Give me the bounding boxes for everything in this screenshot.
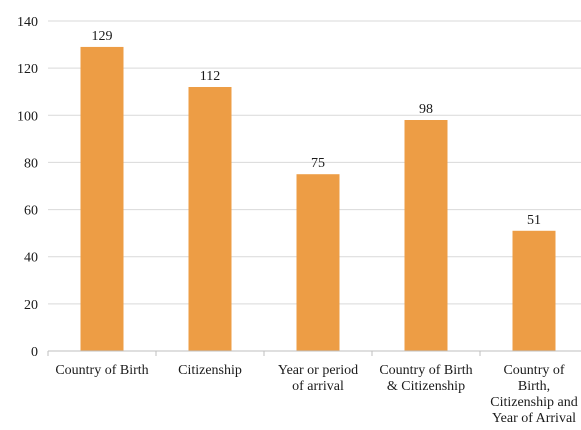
x-category-label-line: Citizenship [178, 363, 242, 378]
bar [188, 87, 232, 351]
y-tick-label: 100 [17, 109, 38, 124]
x-category-label-line: & Citizenship [387, 379, 465, 394]
x-category-label-line: Country of [503, 363, 564, 378]
bars [80, 46, 556, 352]
y-tick-label: 20 [24, 298, 38, 313]
x-category-label: Country of Birth [55, 363, 148, 378]
x-category-label: Citizenship [178, 363, 242, 378]
x-category-label: Country of Birth, Citizenship and Year of A… [490, 363, 578, 426]
x-category-label-line: Country of Birth [379, 363, 472, 378]
data-label: 75 [311, 156, 325, 171]
data-label: 112 [200, 69, 220, 84]
x-category-label-line: Citizenship and [490, 395, 578, 410]
bar [80, 46, 124, 352]
x-category-label-line: Year of Arrival [492, 411, 576, 426]
x-category-label-line: Year or period [278, 363, 358, 378]
x-category-label-line: Birth, [518, 379, 550, 394]
bar [296, 174, 340, 351]
data-label: 98 [419, 102, 433, 117]
y-tick-label: 0 [31, 345, 38, 360]
y-tick-label: 60 [24, 204, 38, 219]
y-tick-label: 80 [24, 156, 38, 171]
x-axis-category-labels: Country of Birth Citizenship Year or perio… [55, 363, 577, 426]
x-category-label-line: of arrival [292, 379, 344, 394]
y-tick-label: 40 [24, 251, 38, 266]
bar [404, 120, 448, 351]
x-axis [47, 350, 581, 356]
data-label: 129 [92, 29, 113, 44]
y-axis-ticks: 0 20 40 60 80 100 120 140 [17, 15, 38, 360]
bar [512, 230, 556, 351]
data-label: 51 [527, 213, 541, 228]
x-category-label: Country of Birth & Citizenship [379, 363, 472, 394]
y-tick-label: 120 [17, 62, 38, 77]
x-category-label-line: Country of Birth [55, 363, 148, 378]
x-category-label: Year or period of arrival [278, 363, 358, 394]
data-labels: 129 112 75 98 51 [92, 29, 542, 228]
y-tick-label: 140 [17, 15, 38, 30]
